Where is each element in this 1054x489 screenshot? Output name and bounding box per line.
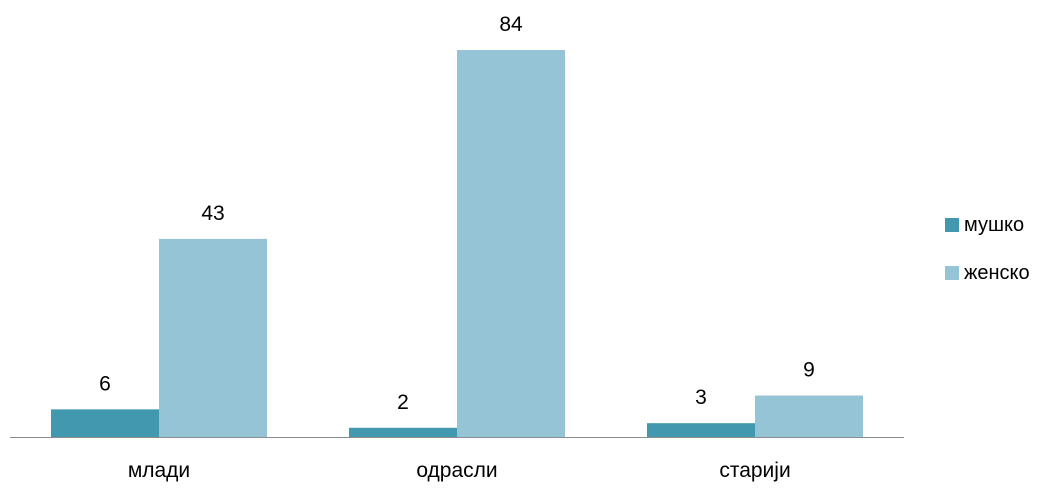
data-label: 9 — [803, 359, 815, 382]
category-tick-label: одрасли — [416, 459, 497, 482]
bars-layer — [51, 50, 863, 437]
data-label: 3 — [695, 386, 707, 409]
data-label: 6 — [99, 372, 111, 395]
legend-item: мушко — [945, 214, 1024, 236]
data-label: 2 — [397, 391, 409, 414]
bar-старији-женско — [755, 395, 863, 437]
bar-млади-мушко — [51, 409, 159, 437]
legend-label: мушко — [964, 214, 1024, 236]
legend-item: женско — [945, 262, 1030, 284]
bar-млади-женско — [159, 238, 267, 437]
legend-swatch — [945, 266, 959, 280]
data-label: 43 — [201, 202, 224, 225]
data-label: 84 — [499, 13, 523, 36]
data-labels-layer: 6 43 2 84 3 9 — [99, 13, 815, 414]
bar-одрасли-мушко — [349, 427, 457, 437]
legend-swatch — [945, 218, 959, 232]
category-tick-label: млади — [128, 459, 190, 482]
legend-label: женско — [964, 262, 1030, 284]
legend: мушко женско — [945, 214, 1030, 284]
bar-старији-мушко — [647, 423, 755, 437]
category-tick-label: старији — [719, 459, 790, 482]
category-labels-layer: млади одрасли старији — [128, 459, 791, 482]
bar-одрасли-женско — [457, 50, 565, 437]
